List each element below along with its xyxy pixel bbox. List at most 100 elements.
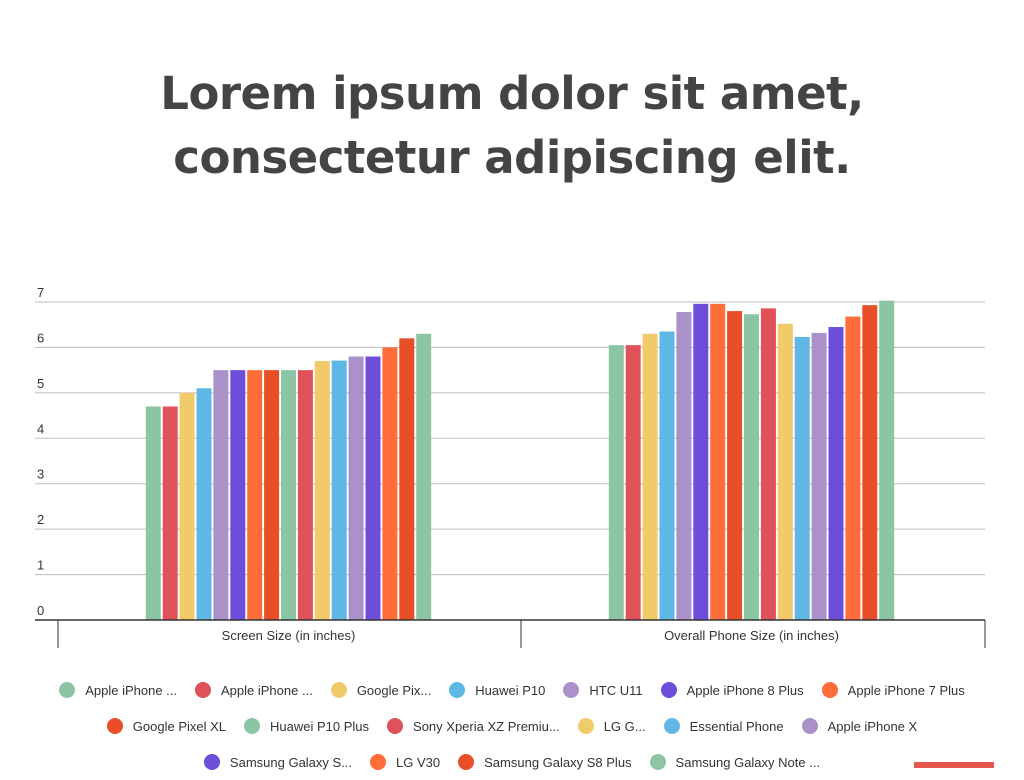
legend-label: LG V30: [396, 754, 441, 770]
bar: [862, 305, 878, 620]
legend-label: Samsung Galaxy S...: [229, 754, 353, 770]
legend-item: Apple iPhone 7 Plus: [821, 682, 965, 698]
legend-swatch: [449, 682, 466, 698]
bar: [879, 300, 895, 620]
legend-item: Apple iPhone X: [801, 718, 918, 734]
legend-label: Huawei P10: [475, 682, 546, 698]
legend-item: Samsung Galaxy Note ...: [649, 754, 821, 770]
bar: [727, 311, 743, 620]
legend-label: Samsung Galaxy Note ...: [675, 754, 821, 770]
legend-swatch: [563, 682, 580, 698]
legend-label: Apple iPhone 7 Plus: [847, 682, 965, 698]
bar: [264, 370, 280, 620]
legend-item: LG V30: [370, 754, 440, 770]
bar: [196, 388, 212, 620]
legend-swatch: [663, 718, 680, 734]
legend-label: Apple iPhone X: [827, 718, 918, 734]
legend-item: Google Pix...: [330, 682, 432, 698]
legend-row: Samsung Galaxy S... LG V30 Samsung Galaxy …: [0, 744, 1024, 780]
chart-title-line-2: consectetur adipiscing elit.: [173, 131, 851, 184]
legend-swatch: [59, 682, 76, 698]
legend-item: Apple iPhone ...: [59, 682, 177, 698]
legend-swatch: [330, 682, 347, 698]
bar: [145, 406, 161, 620]
bar: [828, 326, 844, 620]
bar: [710, 303, 726, 620]
legend-item: Apple iPhone 8 Plus: [660, 682, 804, 698]
legend-swatch: [458, 754, 475, 770]
legend-swatch: [649, 754, 666, 770]
y-tick-label: 2: [37, 512, 44, 527]
legend-item: Apple iPhone ...: [195, 682, 313, 698]
legend-item: HTC U11: [563, 682, 643, 698]
legend-item: Essential Phone: [663, 718, 784, 734]
legend-swatch: [370, 754, 387, 770]
y-tick-label: 4: [37, 421, 44, 436]
y-tick-label: 0: [37, 603, 44, 618]
bar: [162, 406, 178, 620]
legend-swatch: [801, 718, 818, 734]
bar: [331, 360, 347, 620]
bar: [314, 361, 330, 620]
legend-item: Google Pixel XL: [106, 718, 227, 734]
legend-swatch: [203, 754, 220, 770]
legend-item: LG G...: [577, 718, 646, 734]
x-category-label: Overall Phone Size (in inches): [664, 628, 839, 643]
bar: [659, 331, 675, 620]
legend-swatch: [821, 682, 838, 698]
bar: [625, 345, 641, 620]
legend-swatch: [244, 718, 261, 734]
y-tick-label: 3: [37, 467, 44, 482]
bar: [247, 370, 263, 620]
legend-swatch: [195, 682, 212, 698]
bar: [794, 336, 810, 620]
bar: [760, 308, 776, 620]
legend: Apple iPhone ... Apple iPhone ... Google P…: [0, 672, 1024, 780]
bar: [213, 370, 229, 620]
bar: [608, 345, 624, 620]
bar: [744, 314, 759, 620]
bar: [365, 356, 381, 620]
legend-swatch: [106, 718, 123, 734]
legend-label: Sony Xperia XZ Premiu...: [413, 718, 560, 734]
y-tick-label: 5: [37, 376, 44, 391]
legend-label: Google Pix...: [356, 682, 432, 698]
legend-label: Google Pixel XL: [132, 718, 227, 734]
legend-swatch: [577, 718, 594, 734]
bar: [811, 332, 827, 620]
legend-label: Essential Phone: [689, 718, 784, 734]
bar: [416, 333, 432, 620]
legend-row: Google Pixel XL Huawei P10 Plus Sony Xperi…: [0, 708, 1024, 744]
legend-label: Samsung Galaxy S8 Plus: [484, 754, 632, 770]
bar: [281, 370, 296, 620]
bar: [179, 392, 195, 620]
bar: [382, 347, 398, 620]
legend-item: Huawei P10: [449, 682, 545, 698]
x-category-label: Screen Size (in inches): [222, 628, 356, 643]
legend-row: Apple iPhone ... Apple iPhone ... Google P…: [0, 672, 1024, 708]
chart-title: Lorem ipsum dolor sit amet, consectetur …: [0, 62, 1024, 190]
bar-chart: 0 1 2 3 4 5 6 7 Screen Size (in inches) Overall P…: [35, 285, 986, 648]
legend-label: Apple iPhone 8 Plus: [686, 682, 804, 698]
legend-label: HTC U11: [589, 682, 643, 698]
bar: [230, 370, 246, 620]
legend-swatch: [660, 682, 677, 698]
corner-badge: [914, 762, 994, 768]
bar: [399, 338, 415, 620]
bar: [348, 356, 364, 620]
bar: [642, 333, 658, 620]
bar: [777, 323, 793, 620]
legend-item: Huawei P10 Plus: [244, 718, 369, 734]
legend-label: LG G...: [603, 718, 646, 734]
y-tick-label: 7: [37, 285, 44, 300]
bar: [845, 316, 861, 620]
legend-item: Samsung Galaxy S8 Plus: [458, 754, 632, 770]
legend-item: Samsung Galaxy S...: [203, 754, 353, 770]
bar: [676, 311, 692, 620]
y-tick-label: 6: [37, 330, 44, 345]
legend-swatch: [387, 718, 404, 734]
bar: [297, 370, 313, 620]
legend-label: Huawei P10 Plus: [270, 718, 370, 734]
legend-label: Apple iPhone ...: [85, 682, 178, 698]
bar: [693, 303, 709, 620]
